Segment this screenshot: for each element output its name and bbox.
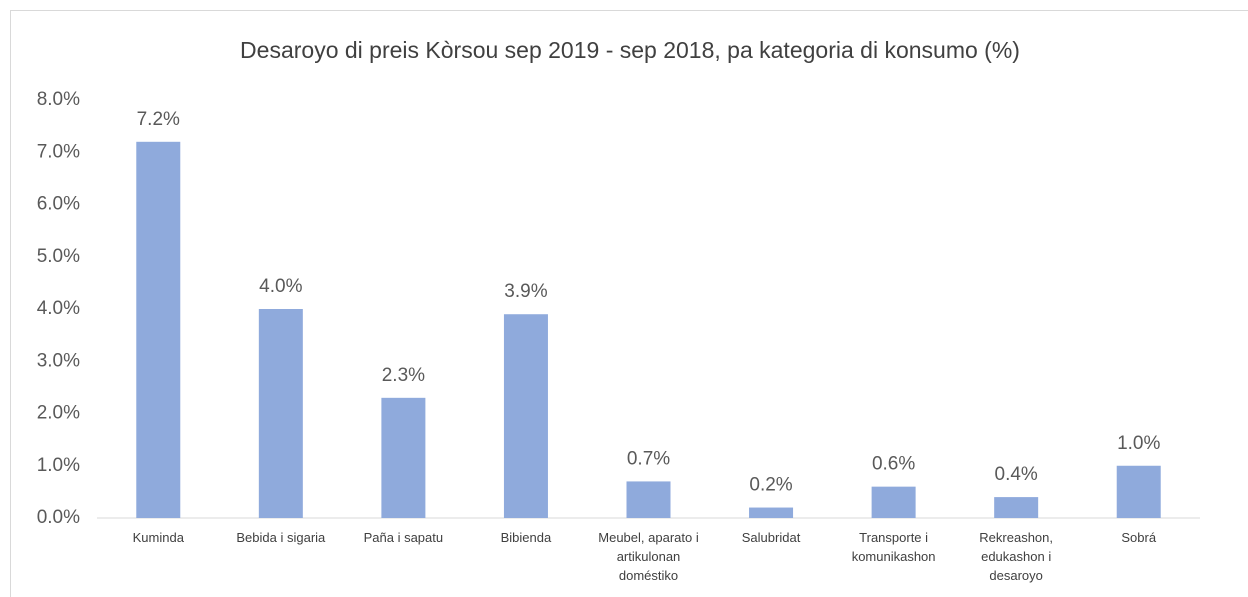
y-tick-label: 8.0%: [37, 89, 80, 110]
x-tick-label: Salubridat: [741, 530, 801, 545]
bar: [994, 497, 1039, 518]
chart-title: Desaroyo di preis Kòrsou sep 2019 - sep …: [240, 37, 1020, 63]
data-label: 0.4%: [995, 464, 1038, 485]
data-label: 3.9%: [504, 281, 547, 302]
y-tick-label: 1.0%: [37, 455, 80, 476]
bar: [871, 486, 916, 518]
data-label: 4.0%: [259, 276, 302, 297]
bar: [1116, 465, 1161, 518]
data-label: 2.3%: [382, 365, 425, 386]
x-tick-label: Paña i sapatu: [363, 530, 444, 545]
x-tick-label: Bebida i sigaria: [236, 530, 326, 545]
y-tick-label: 3.0%: [37, 350, 80, 371]
data-label: 7.2%: [137, 109, 180, 130]
chart-border: [10, 10, 1248, 597]
bar: [136, 141, 181, 519]
y-tick-label: 7.0%: [37, 141, 80, 162]
bar: [626, 481, 671, 518]
x-tick-label: Transporte i komunikashon: [851, 530, 936, 564]
data-label: 1.0%: [1117, 433, 1160, 454]
bar: [381, 397, 426, 518]
bar: [503, 314, 548, 518]
y-tick-label: 2.0%: [37, 403, 80, 424]
x-tick-label: Sobrá: [1121, 530, 1157, 545]
data-label: 0.7%: [627, 448, 670, 469]
x-tick-label: Bibienda: [500, 530, 552, 545]
x-tick-label: Meubel, aparato i artikulonan doméstiko: [598, 530, 699, 583]
y-tick-label: 0.0%: [37, 507, 80, 528]
data-label: 0.2%: [749, 475, 792, 496]
x-tick-label: Rekreashon, edukashon i desaroyo: [979, 530, 1054, 583]
bar: [749, 507, 794, 518]
y-tick-label: 6.0%: [37, 194, 80, 215]
y-tick-label: 4.0%: [37, 298, 80, 319]
bar: [258, 309, 303, 518]
y-tick-label: 5.0%: [37, 246, 80, 267]
data-label: 0.6%: [872, 454, 915, 475]
x-tick-label: Kuminda: [132, 530, 184, 545]
